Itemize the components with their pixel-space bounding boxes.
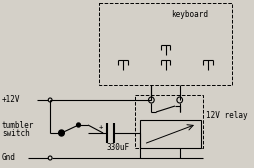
Text: switch: switch [2,129,30,137]
Bar [99,3,232,85]
Bar [140,120,201,148]
Circle shape [59,130,64,136]
Text: 12V relay: 12V relay [206,111,248,119]
Text: Gnd: Gnd [2,154,16,162]
Text: tumbler: tumbler [2,120,34,130]
Text: +12V: +12V [2,95,20,104]
Text: keyboard: keyboard [171,10,208,19]
Text: 330uF: 330uF [107,142,130,152]
Text: +: + [99,124,103,130]
Bar [135,95,203,148]
Circle shape [77,123,81,127]
